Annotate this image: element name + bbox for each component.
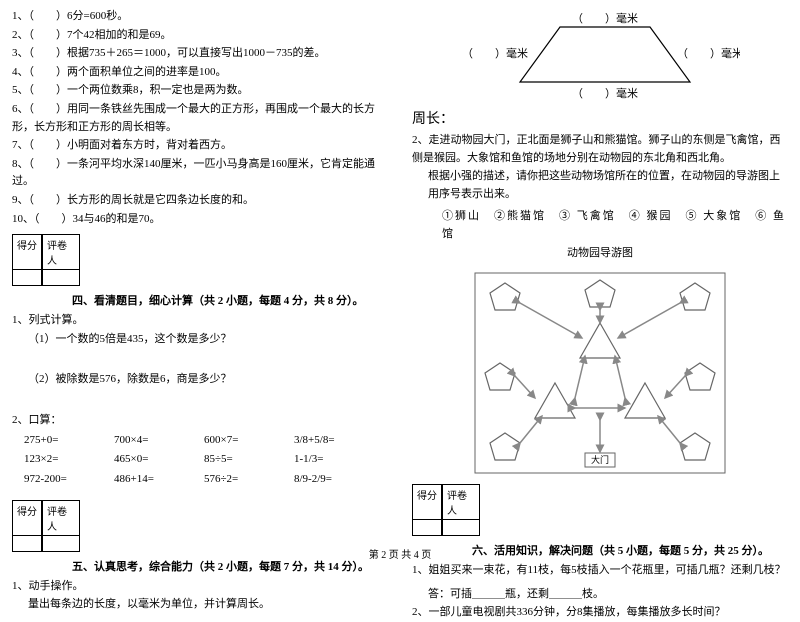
tf-item: 5、（ ）一个两位数乘8，积一定也是两为数。 [12,82,388,100]
trapezoid-figure: （ ）毫米 （ ）毫米 （ ）毫米 （ ）毫米 [460,12,740,102]
calc-row: 123×2= 465×0= 85÷5= 1-1/3= [24,450,388,470]
trap-bottom-label: （ ）毫米 [572,86,638,100]
trap-right-label: （ ）毫米 [677,46,740,60]
calc-cell: 972-200= [24,470,114,490]
calc-cell: 275+0= [24,431,114,451]
section4-title: 四、看清题目，细心计算（共 2 小题，每题 4 分，共 8 分）。 [72,292,388,308]
q6-2: 2、一部儿童电视剧共336分钟，分8集播放，每集播放多长时间？ [412,604,788,622]
grader-label: 评卷人 [42,234,80,270]
score-label: 得分 [12,500,42,536]
calc-cell: 85÷5= [204,450,294,470]
zoo-map-title: 动物园导游图 [412,245,788,263]
zoo-legend: ①狮山 ②熊猫馆 ③ 飞禽馆 ④ 猴园 ⑤ 大象馆 ⑥ 鱼馆 [442,208,788,243]
score-box-blank [12,269,388,286]
q6-1-ans: 答：可插＿＿＿瓶，还剩＿＿＿枝。 [428,586,788,604]
calc-cell: 700×4= [114,431,204,451]
tf-item: 1、（ ）6分=600秒。 [12,8,388,26]
tf-item: 2、（ ）7个42相加的和是69。 [12,27,388,45]
score-box-4: 得分 评卷人 [12,234,388,270]
q2-text-b: 根据小强的描述，请你把这些动物场馆所在的位置，在动物园的导游图上用序号表示出来。 [428,168,788,203]
tf-item: 10、（ ）34与46的和是70。 [12,211,388,229]
tf-item: 6、（ ）用同一条铁丝先围成一个最大的正方形，再围成一个最大的长方形，长方形和正… [12,101,388,136]
q2-text-a: 2、走进动物园大门，正北面是狮子山和熊猫馆。狮子山的东侧是飞禽馆，西侧是猴园。大… [412,132,788,167]
calc-cell: 486+14= [114,470,204,490]
page-footer: 第 2 页 共 4 页 [0,546,800,561]
calc-row: 275+0= 700×4= 600×7= 3/8+5/8= [24,431,388,451]
q5-1-body: 量出每条边的长度，以毫米为单位，并计算周长。 [28,596,388,614]
grader-label: 评卷人 [42,500,80,536]
score-box-5: 得分 评卷人 [12,500,388,536]
perimeter-label: 周长： [412,108,788,128]
score-blank [412,519,442,536]
tf-item: 8、（ ）一条河平均水深140厘米，一匹小马身高是160厘米，它肯定能通过。 [12,156,388,191]
right-column: （ ）毫米 （ ）毫米 （ ）毫米 （ ）毫米 周长： 2、走进动物园大门，正北… [400,0,800,540]
tf-item: 9、（ ）长方形的周长就是它四条边长度的和。 [12,192,388,210]
score-box-blank [412,519,788,536]
calc-cell: 576÷2= [204,470,294,490]
q5-1-head: 1、动手操作。 [12,578,388,596]
gate-label: 大门 [591,454,609,465]
trap-top-label: （ ）毫米 [572,12,638,25]
trap-left-label: （ ）毫米 [462,46,528,60]
q4-2-head: 2、口算： [12,412,388,430]
calc-cell: 3/8+5/8= [294,431,384,451]
grader-blank [442,519,480,536]
score-label: 得分 [412,484,442,520]
q4-1-head: 1、列式计算。 [12,312,388,330]
calc-row: 972-200= 486+14= 576÷2= 8/9-2/9= [24,470,388,490]
calc-cell: 465×0= [114,450,204,470]
grader-label: 评卷人 [442,484,480,520]
calc-cell: 1-1/3= [294,450,384,470]
calc-cell: 600×7= [204,431,294,451]
score-blank [12,269,42,286]
q4-1-1: （1）一个数的5倍是435，这个数是多少？ [28,331,388,349]
q4-1-2: （2）被除数是576，除数是6，商是多少？ [28,371,388,389]
score-box-6: 得分 评卷人 [412,484,788,520]
calc-cell: 123×2= [24,450,114,470]
grader-blank [42,269,80,286]
score-label: 得分 [12,234,42,270]
calc-cell: 8/9-2/9= [294,470,384,490]
tf-list: 1、（ ）6分=600秒。 2、（ ）7个42相加的和是69。 3、（ ）根据7… [12,8,388,228]
tf-item: 7、（ ）小明面对着东方时，背对着西方。 [12,137,388,155]
left-column: 1、（ ）6分=600秒。 2、（ ）7个42相加的和是69。 3、（ ）根据7… [0,0,400,540]
tf-item: 4、（ ）两个面积单位之间的进率是100。 [12,64,388,82]
tf-item: 3、（ ）根据735＋265＝1000，可以直接写出1000－735的差。 [12,45,388,63]
zoo-map: 大门 [470,268,730,478]
